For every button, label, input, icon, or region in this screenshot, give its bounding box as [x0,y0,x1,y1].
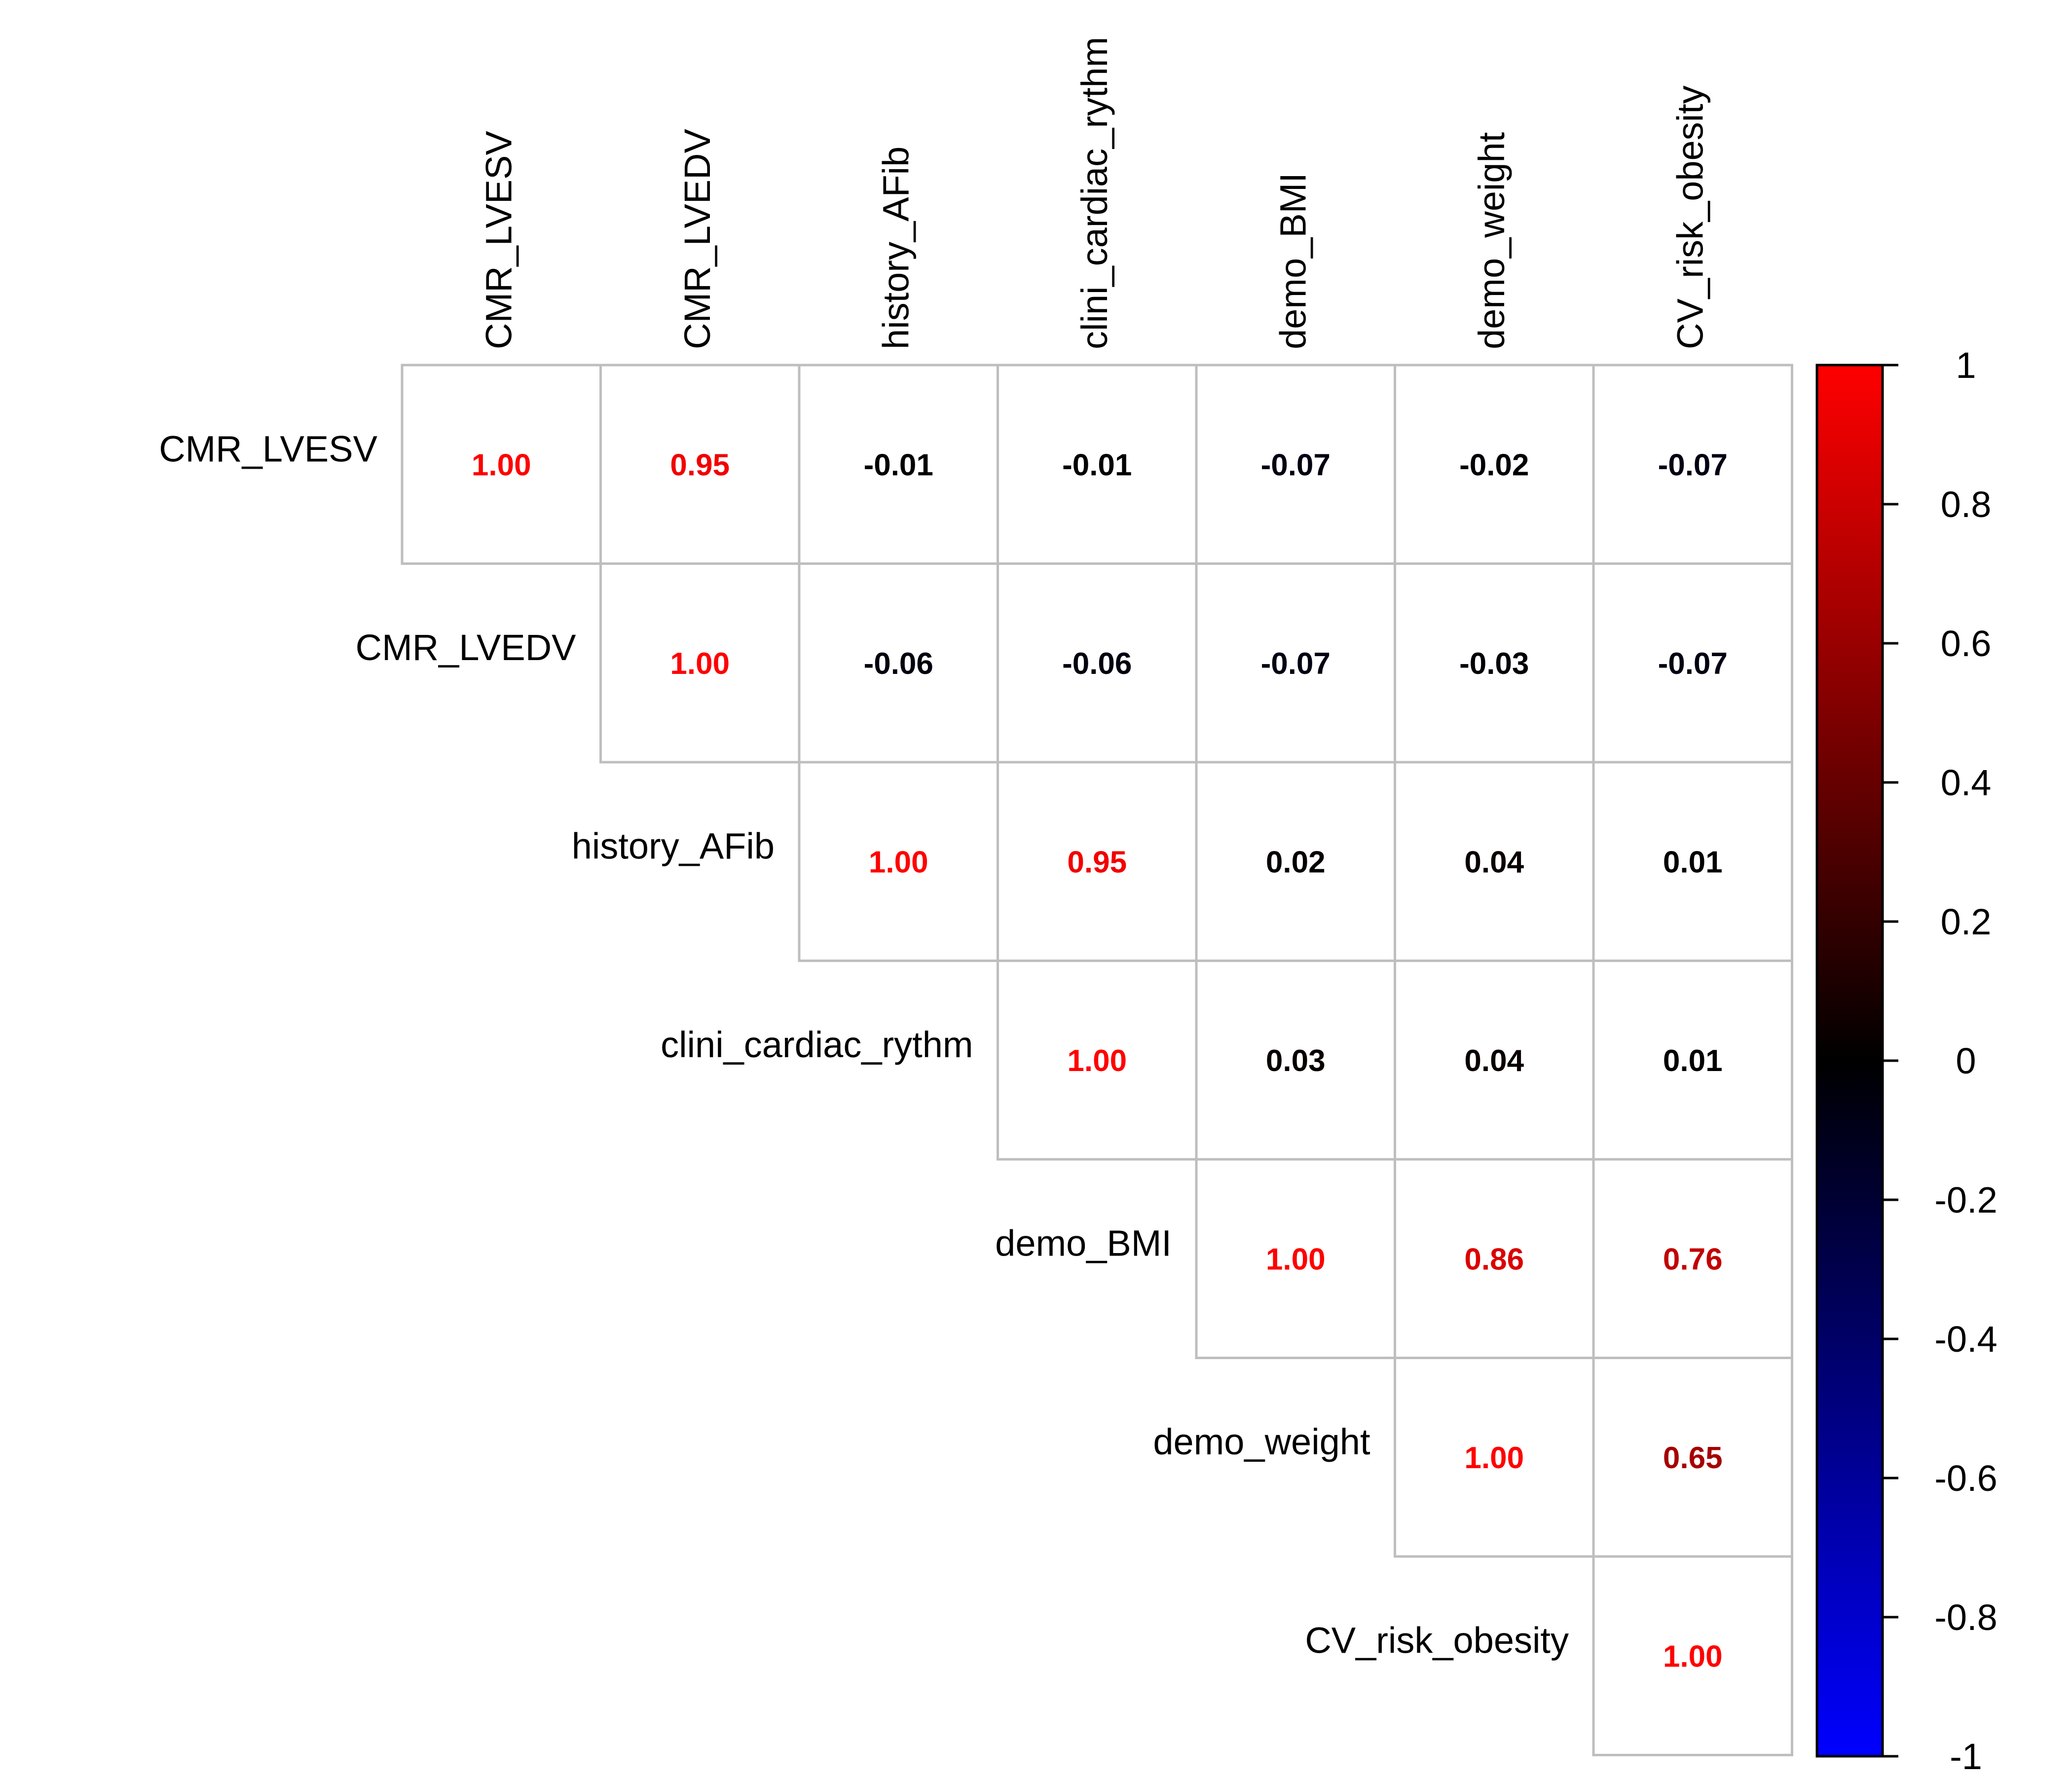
value-label: 0.95 [1067,845,1127,879]
value-label: 1.00 [1663,1639,1723,1673]
value-label: 0.03 [1266,1044,1326,1078]
value-label: 0.04 [1464,1044,1524,1078]
colorbar-tick-label: -0.2 [1934,1180,1998,1221]
cell-history_AFib-demo_BMI [1195,761,1396,962]
value-label: -0.03 [1459,647,1529,681]
cell-CV_risk_obesity-CV_risk_obesity [1592,1555,1793,1756]
value-label: 1.00 [869,845,928,879]
column-label-CMR_LVEDV: CMR_LVEDV [677,129,718,349]
row-label-demo_BMI: demo_BMI [995,1222,1172,1263]
value-label: -0.07 [1261,448,1331,482]
value-label: -0.02 [1459,448,1529,482]
cell-CMR_LVEDV-CMR_LVEDV [599,562,801,764]
value-label: 0.04 [1464,845,1524,879]
value-label: 0.01 [1663,1044,1723,1078]
cell-demo_weight-CV_risk_obesity [1592,1357,1793,1558]
row-label-CMR_LVESV: CMR_LVESV [159,428,377,469]
cell-clini_cardiac_rythm-CV_risk_obesity [1592,960,1793,1161]
colorbar-tick-label: -0.4 [1934,1319,1998,1360]
column-label-demo_BMI: demo_BMI [1272,173,1313,349]
value-label: -0.07 [1261,647,1331,681]
value-label: 1.00 [1266,1242,1326,1276]
cell-CMR_LVEDV-demo_weight [1394,562,1595,764]
value-label: 0.76 [1663,1242,1723,1276]
cell-CMR_LVEDV-CV_risk_obesity [1592,562,1793,764]
cell-CMR_LVEDV-clini_cardiac_rythm [997,562,1198,764]
column-label-clini_cardiac_rythm: clini_cardiac_rythm [1074,37,1115,349]
row-label-CV_risk_obesity: CV_risk_obesity [1305,1620,1569,1661]
colorbar-tick-label: 0.6 [1941,623,1992,664]
cell-clini_cardiac_rythm-clini_cardiac_rythm [997,960,1198,1161]
cell-CMR_LVESV-clini_cardiac_rythm [997,364,1198,565]
row-label-clini_cardiac_rythm: clini_cardiac_rythm [661,1024,973,1065]
colorbar-tick-label: 0.4 [1941,762,1992,803]
colorbar-tick-label: -0.8 [1934,1597,1998,1638]
cell-CMR_LVESV-demo_BMI [1195,364,1396,565]
colorbar-tick-label: 0.2 [1941,901,1992,942]
value-label: 1.00 [670,647,730,681]
colorbar-tick-label: 0.8 [1941,484,1992,525]
column-label-history_AFib: history_AFib [875,147,916,349]
colorbar-tick-label: -0.6 [1934,1458,1998,1499]
column-label-CV_risk_obesity: CV_risk_obesity [1669,85,1710,349]
cell-clini_cardiac_rythm-demo_weight [1394,960,1595,1161]
colorbar-tick-label: 1 [1956,345,1976,386]
value-label: -0.06 [1062,647,1132,681]
cell-CMR_LVESV-CMR_LVEDV [599,364,801,565]
value-label: 0.95 [670,448,730,482]
correlation-cells: 1.00 0.95 -0.01 -0.01 -0.07 -0.02 -0.07 1.00 -0.… [401,364,1793,1756]
row-label-demo_weight: demo_weight [1153,1421,1370,1462]
value-label: 0.02 [1266,845,1326,879]
column-label-demo_weight: demo_weight [1471,132,1512,349]
value-label: -0.01 [864,448,933,482]
colorbar-tick-label: 0 [1956,1040,1976,1081]
row-label-CMR_LVEDV: CMR_LVEDV [356,627,576,668]
value-label: 1.00 [1464,1441,1524,1475]
cell-CMR_LVESV-history_AFib [798,364,999,565]
row-labels: CMR_LVESV CMR_LVEDV history_AFib clini_card… [159,428,1569,1661]
cell-history_AFib-CV_risk_obesity [1592,761,1793,962]
column-label-CMR_LVESV: CMR_LVESV [478,131,519,349]
row-label-history_AFib: history_AFib [572,825,775,866]
cell-CMR_LVESV-demo_weight [1394,364,1595,565]
cell-history_AFib-history_AFib [798,761,999,962]
value-label: -0.06 [864,647,933,681]
value-label: 0.65 [1663,1441,1723,1475]
colorbar-tick-label: -1 [1950,1736,1982,1776]
cell-CMR_LVESV-CMR_LVESV [401,364,602,565]
cell-demo_BMI-demo_BMI [1195,1158,1396,1359]
value-label: -0.07 [1658,647,1728,681]
cell-demo_BMI-CV_risk_obesity [1592,1158,1793,1359]
value-label: -0.07 [1658,448,1728,482]
value-label: 0.86 [1464,1242,1524,1276]
colorbar-gradient [1815,364,1884,1758]
column-labels: CMR_LVESV CMR_LVEDV history_AFib clini_card… [478,37,1710,349]
cell-history_AFib-demo_weight [1394,761,1595,962]
value-label: 0.01 [1663,845,1723,879]
value-label: 1.00 [1067,1044,1127,1078]
value-label: 1.00 [472,448,531,482]
cell-clini_cardiac_rythm-demo_BMI [1195,960,1396,1161]
value-label: -0.01 [1062,448,1132,482]
colorbar: 1 0.8 0.6 0.4 0.2 0 -0.2 -0.4 -0.6 -0.8 -1 [1815,345,1998,1776]
